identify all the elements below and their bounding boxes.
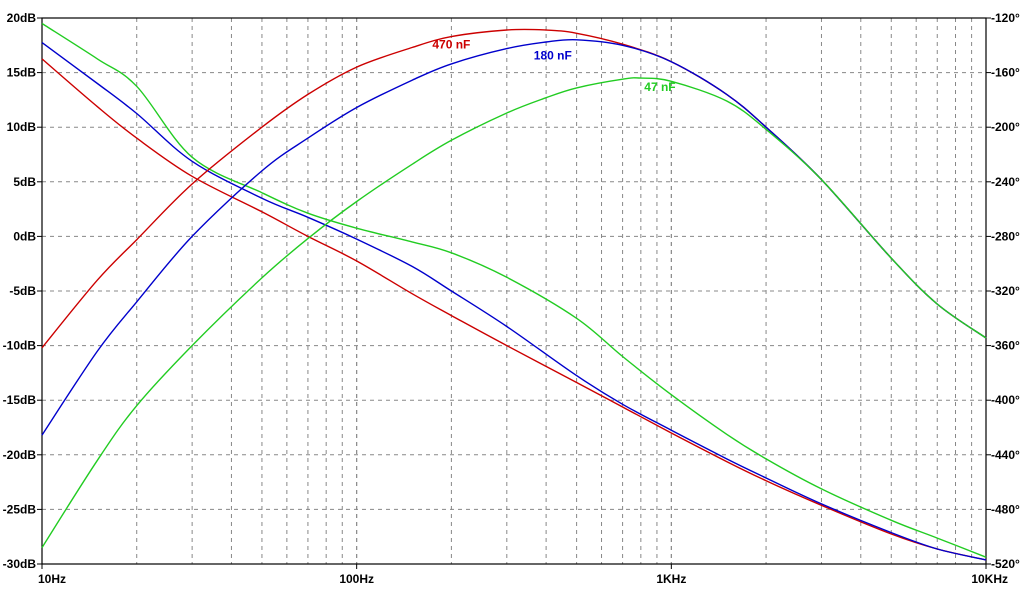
x-tick-label: 1KHz <box>656 572 686 586</box>
left-tick-label: -5dB <box>9 284 36 298</box>
left-tick-label: 15dB <box>7 66 37 80</box>
right-tick-label: -520° <box>991 557 1020 571</box>
right-tick-label: -480° <box>991 502 1020 516</box>
grid-layer <box>42 18 986 564</box>
right-tick-label: -160° <box>991 66 1020 80</box>
phase-curve <box>41 58 987 561</box>
magnitude-curve <box>41 77 987 548</box>
left-tick-label: 5dB <box>13 175 36 189</box>
left-tick-label: -15dB <box>3 393 37 407</box>
axis-labels: 20dB 15dB 10dB 5dB 0dB -5dB -10dB -15dB -20dB -25… <box>3 11 1020 586</box>
right-tick-label: -240° <box>991 175 1020 189</box>
right-tick-label: -120° <box>991 11 1020 25</box>
right-tick-label: -280° <box>991 229 1020 243</box>
magnitude-curve <box>41 28 987 349</box>
left-tick-label: -30dB <box>3 557 37 571</box>
left-tick-label: 10dB <box>7 120 37 134</box>
phase-curve <box>41 42 987 561</box>
phase-curve <box>41 22 987 558</box>
series-label: 180 nF <box>534 48 572 62</box>
magnitude-curve <box>41 38 987 436</box>
right-tick-label: -400° <box>991 393 1020 407</box>
right-tick-label: -360° <box>991 339 1020 353</box>
x-tick-label: 10Hz <box>38 572 66 586</box>
right-tick-label: -320° <box>991 284 1020 298</box>
left-tick-label: -10dB <box>3 339 37 353</box>
right-tick-label: -200° <box>991 120 1020 134</box>
x-tick-label: 100Hz <box>339 572 374 586</box>
left-tick-label: 20dB <box>7 11 37 25</box>
x-tick-label: 10KHz <box>971 572 1008 586</box>
left-tick-label: -25dB <box>3 502 37 516</box>
series-label: 470 nF <box>432 38 470 52</box>
left-tick-label: -20dB <box>3 448 37 462</box>
right-tick-label: -440° <box>991 448 1020 462</box>
left-tick-label: 0dB <box>13 229 36 243</box>
series-label: 47 nF <box>644 80 675 94</box>
series-layer: 470 nF 180 nF 47 nF <box>41 22 987 561</box>
